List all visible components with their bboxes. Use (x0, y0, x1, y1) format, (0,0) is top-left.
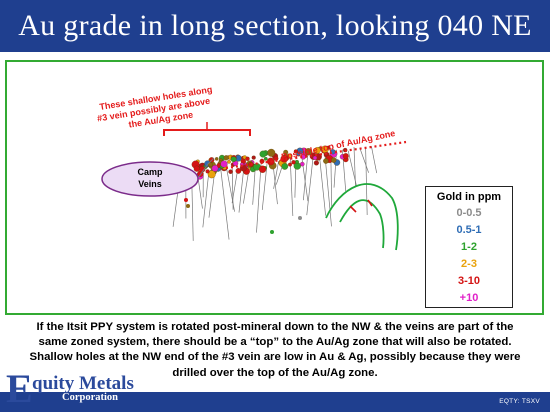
assay-dot (312, 155, 318, 161)
assay-dot (298, 216, 302, 220)
assay-dot (291, 160, 296, 165)
drill-hole (324, 155, 332, 227)
assay-dot (228, 169, 233, 174)
legend-item-0-0.5: 0-0.5 (456, 207, 482, 219)
caption-line-3: Shallow holes at the NW end of the #3 ve… (29, 351, 521, 364)
gold-grade-legend: Gold in ppm 0-0.5 0.5-1 1-2 2-3 3-10 +10 (425, 186, 513, 308)
legend-item-3-10: 3-10 (457, 275, 481, 287)
slide-footer: EQTY: TSXV (0, 392, 550, 412)
assay-dot (283, 149, 289, 155)
camp-veins-arrow (197, 157, 215, 179)
logo-letter: E (6, 366, 33, 411)
assay-dot (270, 230, 274, 234)
assay-dot (184, 198, 188, 202)
camp-veins-line-2: Veins (138, 179, 162, 189)
drill-hole (273, 161, 279, 189)
slide-caption: If the Itsit PPY system is rotated post-… (10, 320, 540, 381)
drill-hole (252, 165, 256, 205)
fault-marker-1 (349, 205, 357, 213)
assay-dot (313, 147, 321, 154)
slide-header: Au grade in long section, looking 040 NE (0, 0, 550, 52)
assay-dot (186, 204, 190, 208)
fault-line-outer (325, 183, 399, 251)
assay-dot (227, 159, 231, 164)
drill-hole (289, 158, 294, 217)
assay-dot (331, 157, 337, 163)
logo-sub: Corporation (62, 392, 118, 403)
fault-marker-2 (367, 199, 373, 207)
assay-dot (342, 153, 349, 160)
assay-dot (267, 148, 276, 157)
legend-item-0.5-1: 0.5-1 (456, 224, 482, 236)
possible-top-line (225, 140, 407, 170)
camp-veins-line-1: Camp (137, 167, 163, 177)
drill-hole (365, 147, 368, 216)
drill-hole (208, 170, 216, 218)
assay-dot (323, 158, 329, 164)
assay-intervals (184, 145, 349, 234)
fault-line-inner (339, 199, 385, 249)
assay-dot (208, 162, 213, 168)
camp-veins-ellipse (101, 161, 199, 197)
drill-hole (306, 154, 314, 216)
drill-hole (318, 153, 326, 216)
drill-hole (202, 170, 210, 228)
assay-dot (205, 169, 210, 174)
drill-hole (256, 161, 262, 233)
drill-hole (220, 167, 230, 240)
assay-dot (230, 156, 237, 163)
assay-dot (220, 160, 228, 168)
long-section-figure: These shallow holes along #3 vein possib… (97, 84, 407, 251)
drill-hole (261, 164, 268, 210)
assay-dot (288, 162, 292, 167)
assay-dot (193, 165, 200, 172)
company-logo: E quity Metals Corporation (6, 368, 136, 412)
ticker-symbol: EQTY: TSXV (499, 398, 540, 405)
drill-hole (226, 167, 235, 212)
shallow-holes-bracket (163, 129, 251, 136)
assay-dot (207, 170, 216, 179)
slide-title: Au grade in long section, looking 040 NE (18, 9, 532, 42)
legend-item-1-2: 1-2 (461, 241, 477, 253)
assay-dot (313, 160, 319, 166)
assay-dot (263, 156, 268, 161)
assay-dot (259, 150, 267, 158)
assay-dot (281, 163, 289, 170)
logo-name: quity Metals (32, 373, 134, 394)
camp-veins-label: Camp Veins (115, 166, 185, 190)
assay-dot (296, 152, 301, 157)
caption-line-4: drilled over the top of the Au/Ag zone. (172, 366, 378, 379)
drill-hole (330, 153, 333, 209)
assay-dot (235, 168, 242, 174)
assay-dot (295, 159, 299, 164)
legend-item-2-3: 2-3 (461, 258, 477, 270)
caption-line-2: same zoned system, there should be a “to… (38, 336, 512, 349)
drill-hole (231, 167, 239, 204)
assay-dot (211, 164, 219, 172)
drill-hole (353, 147, 356, 187)
drill-hole (303, 155, 308, 201)
assay-dot (304, 148, 313, 156)
assay-dot (214, 157, 219, 161)
assay-dot (223, 155, 229, 161)
legend-item-plus-10: +10 (459, 292, 479, 304)
possible-top-label: Possible top of Au/Ag zone (280, 128, 396, 162)
drill-hole (231, 166, 234, 210)
assay-dot (293, 149, 299, 154)
drill-hole (238, 168, 245, 213)
legend-title: Gold in ppm (436, 191, 502, 203)
caption-line-1: If the Itsit PPY system is rotated post-… (36, 321, 514, 333)
drill-hole (359, 147, 369, 173)
assay-dot (258, 165, 267, 173)
assay-dot (245, 156, 250, 161)
assay-dot (251, 155, 256, 160)
drill-hole (371, 146, 378, 174)
